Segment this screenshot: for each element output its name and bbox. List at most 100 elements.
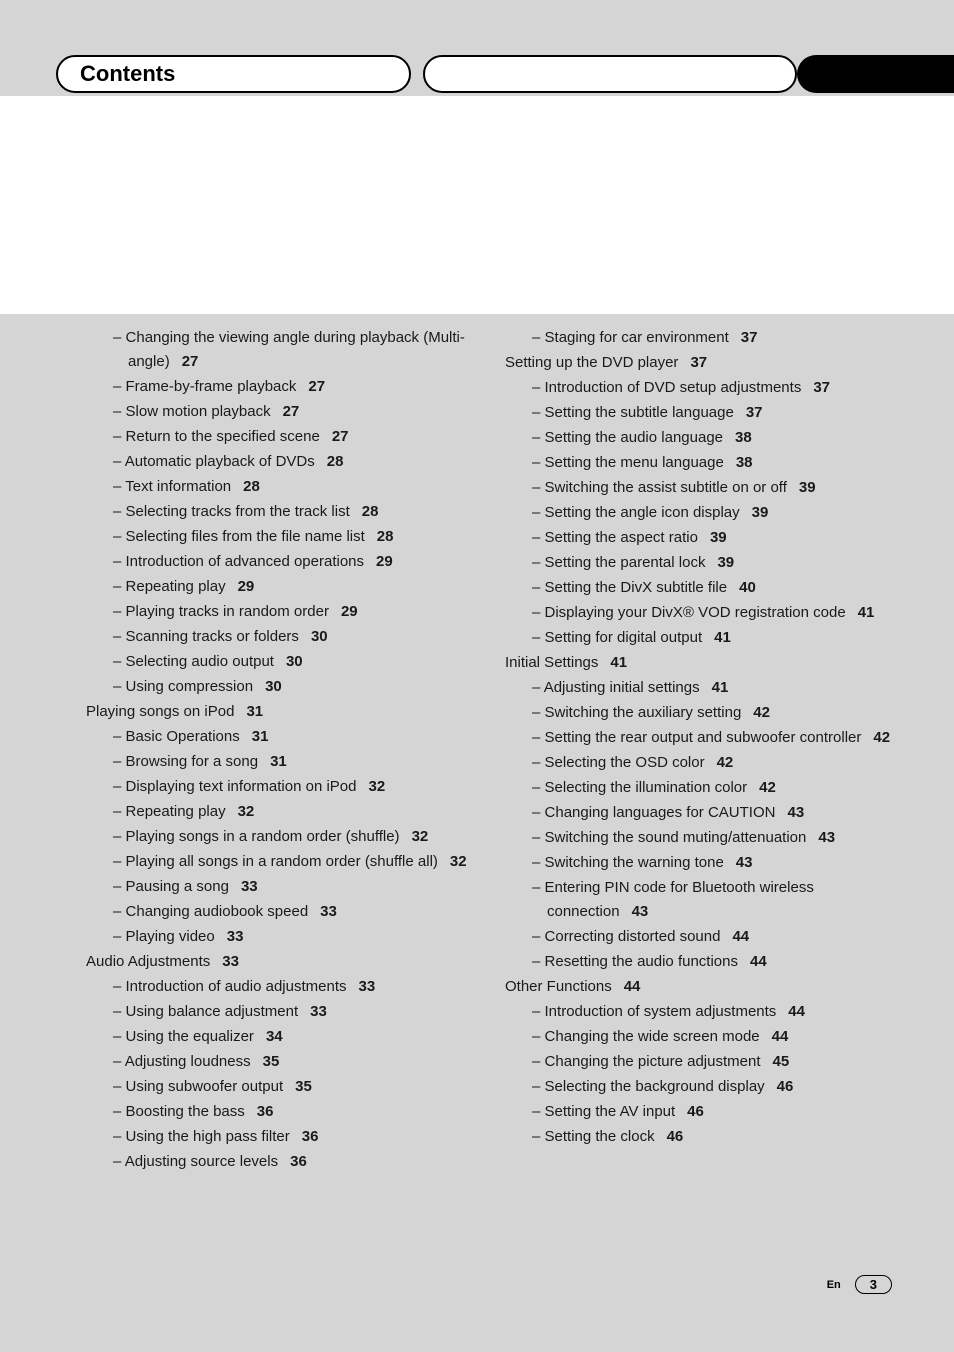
toc-entry-text: Selecting tracks from the track list — [126, 503, 350, 520]
toc-entry-text: Setting the clock — [545, 1128, 655, 1145]
toc-page-number: 43 — [818, 829, 835, 846]
toc-page-number: 46 — [687, 1103, 704, 1120]
toc-entry-text: Adjusting initial settings — [544, 679, 700, 696]
toc-page-number: 31 — [246, 703, 263, 720]
toc-entry-text: Setting the angle icon display — [545, 504, 740, 521]
toc-page-number: 44 — [624, 978, 641, 995]
toc-page-number: 39 — [799, 479, 816, 496]
toc-entry: – Scanning tracks or folders30 — [86, 625, 475, 649]
toc-heading-text: Initial Settings — [505, 654, 598, 671]
toc-entry-text: Setting the DivX subtitle file — [545, 579, 728, 596]
toc-entry-text: Correcting distorted sound — [545, 928, 721, 945]
toc-entry: – Introduction of system adjustments44 — [505, 1000, 894, 1024]
contents-left-column: – Changing the viewing angle during play… — [86, 326, 475, 1175]
toc-page-number: 37 — [746, 404, 763, 421]
toc-entry-text: Setting the parental lock — [545, 554, 706, 571]
toc-entry-text: Selecting the OSD color — [545, 754, 705, 771]
toc-page-number: 37 — [741, 329, 758, 346]
toc-entry-text: Setting for digital output — [545, 629, 703, 646]
toc-page-number: 41 — [858, 604, 875, 621]
toc-entry: – Basic Operations31 — [86, 725, 475, 749]
toc-entry: – Slow motion playback27 — [86, 400, 475, 424]
toc-entry: – Using balance adjustment33 — [86, 1000, 475, 1024]
toc-entry-text: Repeating play — [126, 803, 226, 820]
toc-heading: Playing songs on iPod 31 — [86, 700, 475, 724]
toc-page-number: 37 — [690, 354, 707, 371]
toc-page-number: 43 — [736, 854, 753, 871]
toc-page-number: 33 — [310, 1003, 327, 1020]
toc-entry: – Using compression30 — [86, 675, 475, 699]
toc-page-number: 36 — [257, 1103, 274, 1120]
toc-page-number: 44 — [732, 928, 749, 945]
toc-entry: – Setting the parental lock39 — [505, 551, 894, 575]
toc-page-number: 28 — [243, 478, 260, 495]
toc-entry-text: Basic Operations — [126, 728, 240, 745]
toc-entry: – Switching the auxiliary setting42 — [505, 701, 894, 725]
toc-entry-text: Setting the menu language — [545, 454, 724, 471]
toc-entry: – Staging for car environment37 — [505, 326, 894, 350]
toc-entry: – Setting for digital output41 — [505, 626, 894, 650]
toc-page-number: 33 — [222, 953, 239, 970]
toc-entry-text: Selecting the illumination color — [545, 779, 748, 796]
footer-lang: En — [827, 1279, 841, 1291]
toc-entry: – Adjusting source levels36 — [86, 1150, 475, 1174]
toc-entry-text: Pausing a song — [126, 878, 229, 895]
page-title: Contents — [80, 61, 175, 87]
toc-entry: – Repeating play32 — [86, 800, 475, 824]
toc-page-number: 31 — [270, 753, 287, 770]
toc-entry: – Playing all songs in a random order (s… — [86, 850, 475, 874]
toc-heading: Initial Settings 41 — [505, 651, 894, 675]
toc-page-number: 45 — [773, 1053, 790, 1070]
toc-heading: Setting up the DVD player 37 — [505, 351, 894, 375]
toc-page-number: 33 — [320, 903, 337, 920]
toc-page-number: 38 — [735, 429, 752, 446]
toc-heading-text: Other Functions — [505, 978, 612, 995]
toc-page-number: 37 — [813, 379, 830, 396]
toc-entry-text: Selecting the background display — [545, 1078, 765, 1095]
toc-page-number: 27 — [332, 428, 349, 445]
toc-page-number: 41 — [610, 654, 627, 671]
toc-entry: – Frame-by-frame playback27 — [86, 375, 475, 399]
toc-entry: – Displaying text information on iPod32 — [86, 775, 475, 799]
toc-page-number: 32 — [238, 803, 255, 820]
toc-entry: – Switching the warning tone43 — [505, 851, 894, 875]
toc-entry-text: Playing songs in a random order (shuffle… — [126, 828, 400, 845]
toc-page-number: 30 — [265, 678, 282, 695]
toc-page-number: 27 — [283, 403, 300, 420]
toc-heading-text: Audio Adjustments — [86, 953, 210, 970]
toc-entry: – Pausing a song33 — [86, 875, 475, 899]
toc-entry: – Entering PIN code for Bluetooth wirele… — [505, 876, 894, 924]
toc-entry: – Repeating play29 — [86, 575, 475, 599]
toc-page-number: 27 — [182, 353, 199, 370]
toc-entry-text: Changing the picture adjustment — [545, 1053, 761, 1070]
toc-entry-text: Boosting the bass — [126, 1103, 245, 1120]
toc-entry: – Resetting the audio functions44 — [505, 950, 894, 974]
toc-entry-text: Changing languages for CAUTION — [545, 804, 776, 821]
toc-entry-text: Playing tracks in random order — [126, 603, 329, 620]
toc-entry-text: Switching the assist subtitle on or off — [545, 479, 787, 496]
toc-page-number: 42 — [759, 779, 776, 796]
toc-heading-text: Playing songs on iPod — [86, 703, 234, 720]
toc-entry-text: Staging for car environment — [545, 329, 729, 346]
toc-entry: – Setting the aspect ratio39 — [505, 526, 894, 550]
toc-entry: – Changing the wide screen mode44 — [505, 1025, 894, 1049]
toc-entry: – Automatic playback of DVDs28 — [86, 450, 475, 474]
toc-entry-text: Setting the AV input — [545, 1103, 676, 1120]
toc-entry-text: Switching the auxiliary setting — [545, 704, 742, 721]
toc-page-number: 41 — [714, 629, 731, 646]
toc-entry-text: Setting the subtitle language — [545, 404, 734, 421]
toc-entry: – Adjusting loudness35 — [86, 1050, 475, 1074]
toc-entry-text: Return to the specified scene — [126, 428, 320, 445]
toc-entry-text: Resetting the audio functions — [545, 953, 738, 970]
toc-page-number: 33 — [241, 878, 258, 895]
toc-entry-text: Adjusting loudness — [125, 1053, 251, 1070]
toc-page-number: 43 — [787, 804, 804, 821]
toc-entry: – Switching the sound muting/attenuation… — [505, 826, 894, 850]
toc-entry-text: Using the equalizer — [126, 1028, 254, 1045]
toc-entry: – Boosting the bass36 — [86, 1100, 475, 1124]
toc-entry: – Using the equalizer34 — [86, 1025, 475, 1049]
toc-page-number: 30 — [311, 628, 328, 645]
toc-heading-text: Setting up the DVD player — [505, 354, 678, 371]
toc-entry-text: Slow motion playback — [126, 403, 271, 420]
toc-entry-text: Text information — [125, 478, 231, 495]
